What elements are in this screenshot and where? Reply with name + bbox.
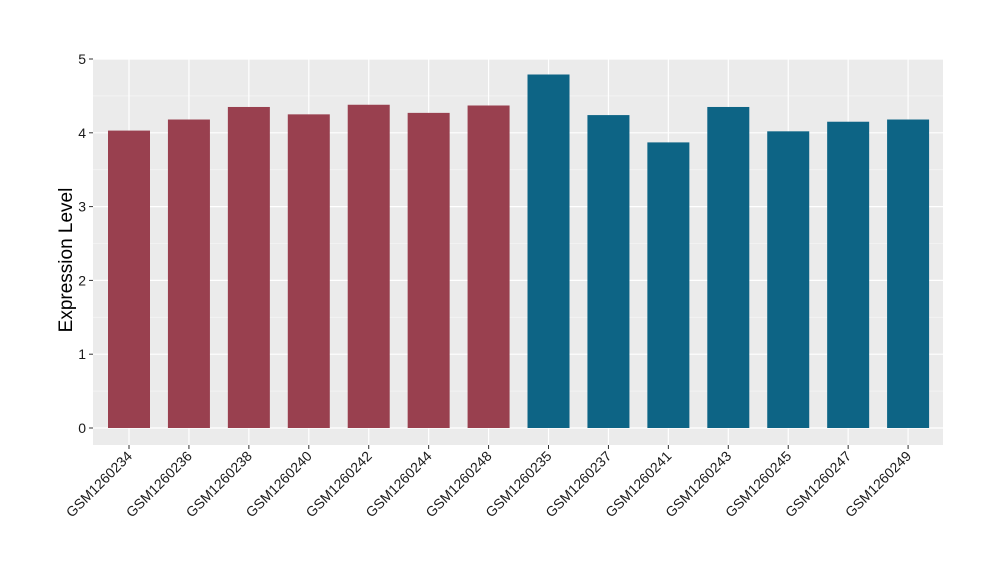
bar-GSM1260249: [887, 119, 930, 429]
plot-panel: [93, 59, 943, 445]
bar-GSM1260235: [527, 74, 570, 429]
bar-GSM1260237: [587, 115, 630, 428]
bar-GSM1260234: [108, 130, 150, 428]
bar-GSM1260247: [827, 121, 870, 428]
bar-GSM1260245: [767, 131, 810, 428]
bar-GSM1260240: [287, 114, 330, 428]
y-axis: 0 1 2 3 4 5: [78, 51, 93, 436]
bar-GSM1260244: [407, 112, 450, 429]
bars-group: [108, 74, 930, 429]
bar-GSM1260242: [347, 104, 390, 429]
x-axis: GSM1260234GSM1260236GSM1260238GSM1260240…: [63, 445, 914, 520]
y-tick-label: 1: [78, 346, 86, 362]
bar-GSM1260238: [227, 106, 270, 428]
bar-GSM1260248: [467, 105, 510, 428]
y-tick-label: 4: [78, 125, 86, 141]
bar-GSM1260243: [707, 106, 750, 428]
bar-GSM1260236: [167, 119, 210, 429]
y-tick-label: 3: [78, 199, 86, 215]
y-tick-label: 0: [78, 420, 86, 436]
bar-GSM1260241: [647, 142, 690, 429]
y-tick-label: 5: [78, 51, 86, 67]
y-axis-title: Expression Level: [56, 188, 77, 333]
y-tick-label: 2: [78, 272, 86, 288]
